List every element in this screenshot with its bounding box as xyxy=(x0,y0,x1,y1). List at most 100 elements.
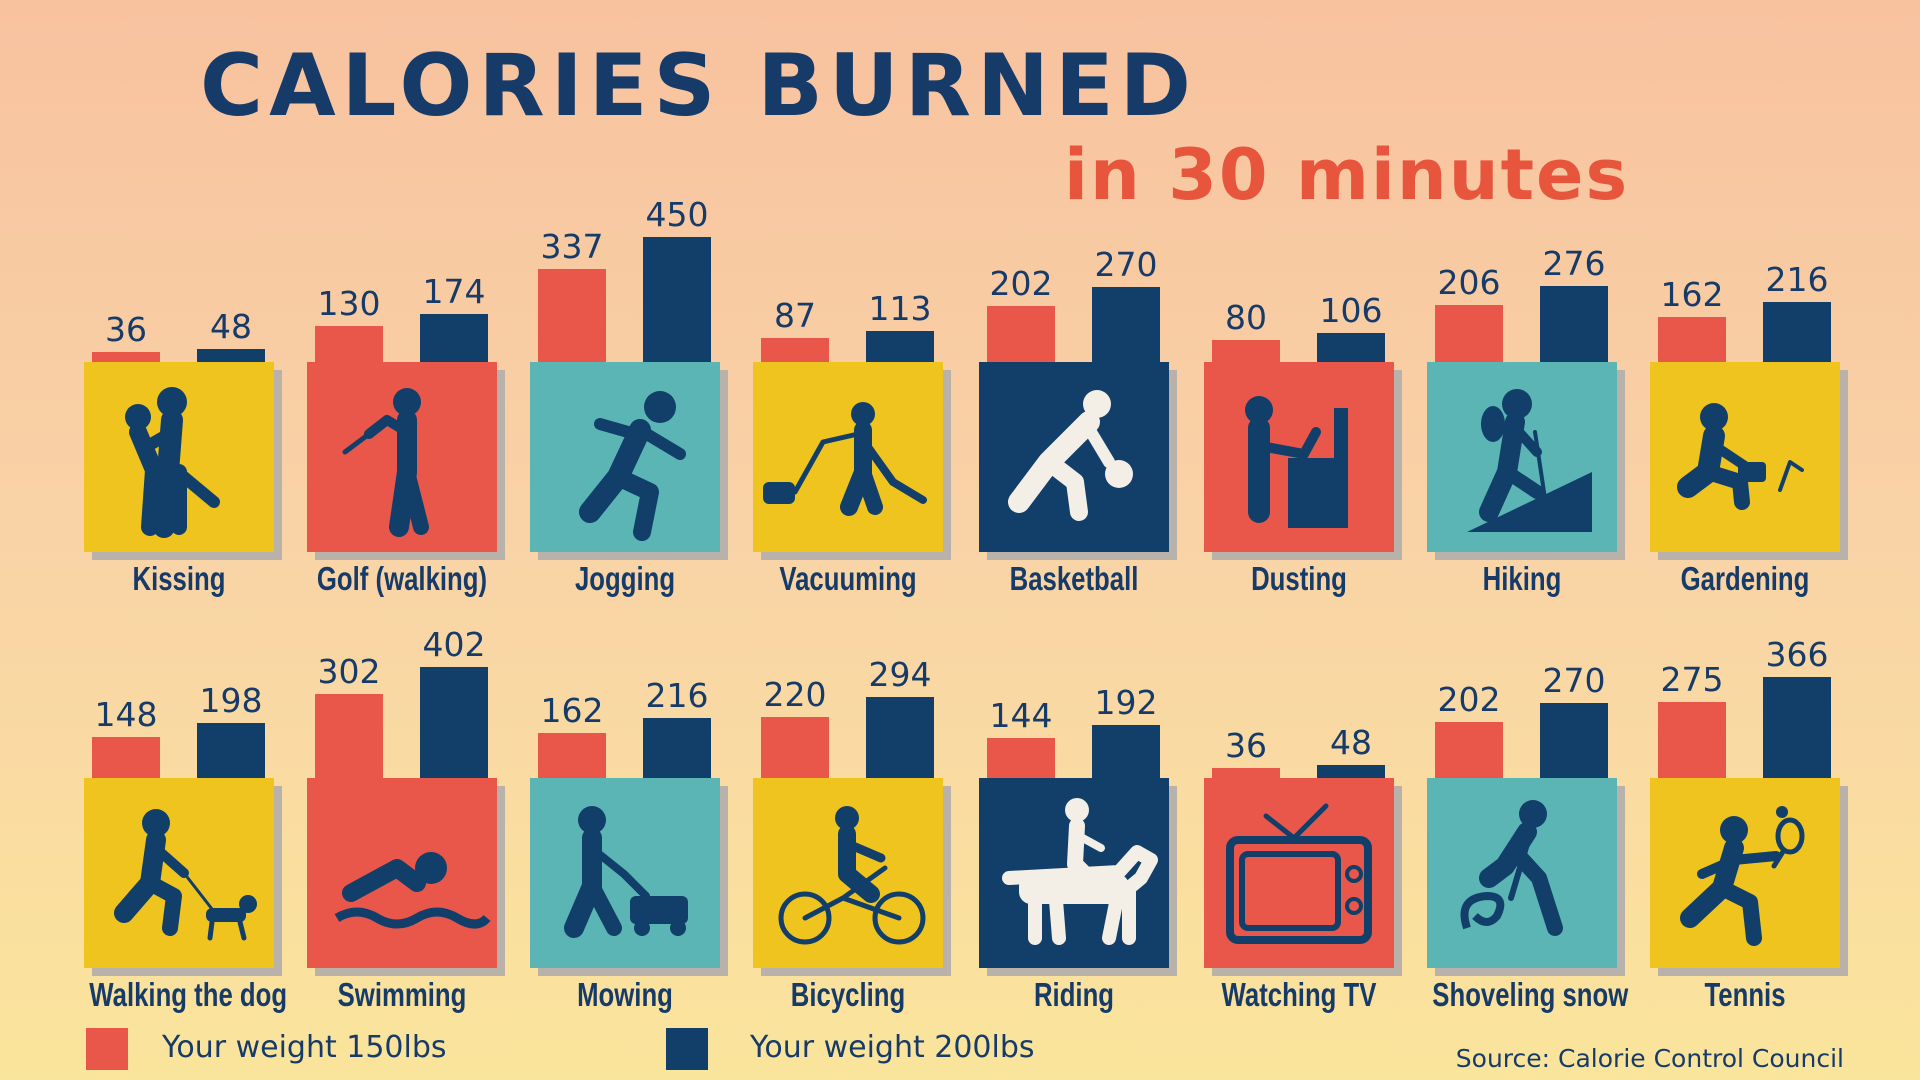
walking-dog-icon xyxy=(114,809,257,941)
basketball-icon xyxy=(1008,390,1133,521)
golf-icon xyxy=(342,388,429,537)
bar-200lbs xyxy=(1092,724,1160,778)
value-label-200lbs: 192 xyxy=(1094,682,1158,722)
activity-label: Watching TV xyxy=(1221,976,1377,1013)
activity-tile xyxy=(1650,778,1840,968)
value-label-150lbs: 162 xyxy=(540,691,604,731)
bar-150lbs xyxy=(315,325,383,362)
value-label-150lbs: 87 xyxy=(774,295,816,335)
activity-tile xyxy=(307,362,497,552)
bar-150lbs xyxy=(761,717,829,778)
bar-200lbs xyxy=(643,718,711,778)
value-label-150lbs: 220 xyxy=(763,675,827,715)
kissing-icon xyxy=(125,387,220,538)
bar-150lbs xyxy=(987,738,1055,778)
riding-icon xyxy=(1002,798,1158,945)
chart-title: CALORIES BURNED xyxy=(200,36,1198,136)
bar-200lbs xyxy=(1540,285,1608,362)
activity-tile xyxy=(979,778,1169,968)
value-label-150lbs: 206 xyxy=(1437,262,1501,302)
bar-150lbs xyxy=(1658,701,1726,778)
value-label-150lbs: 275 xyxy=(1660,659,1724,699)
value-label-200lbs: 174 xyxy=(422,271,486,311)
bar-150lbs xyxy=(987,306,1055,362)
bar-200lbs xyxy=(1317,764,1385,778)
activity-cell xyxy=(0,0,210,385)
activity-label: Dusting xyxy=(1251,560,1347,597)
chart-subtitle: in 30 minutes xyxy=(1064,134,1630,216)
bar-150lbs xyxy=(1212,339,1280,362)
bar-200lbs xyxy=(420,313,488,362)
value-label-200lbs: 216 xyxy=(1765,260,1829,300)
activity-label: Bicycling xyxy=(790,976,906,1013)
activity-tile xyxy=(1204,778,1394,968)
activity-tile xyxy=(753,778,943,968)
bar-150lbs xyxy=(538,268,606,362)
activity-label: Swimming xyxy=(337,976,467,1013)
value-label-200lbs: 198 xyxy=(199,681,263,721)
dusting-icon xyxy=(1245,396,1348,528)
bar-150lbs xyxy=(92,737,160,778)
activity-tile xyxy=(530,778,720,968)
activity-label: Tennis xyxy=(1704,976,1786,1013)
bar-150lbs xyxy=(315,694,383,778)
bar-200lbs xyxy=(420,666,488,778)
activity-tile xyxy=(753,362,943,552)
bar-150lbs xyxy=(1435,722,1503,778)
bar-150lbs xyxy=(1212,768,1280,778)
mowing-icon xyxy=(564,806,688,938)
value-label-200lbs: 270 xyxy=(1542,661,1606,701)
legend-150-swatch xyxy=(86,1028,128,1070)
activity-tile xyxy=(307,778,497,968)
legend-200-swatch xyxy=(666,1028,708,1070)
jogging-icon xyxy=(579,391,686,541)
activity-label: Kissing xyxy=(132,560,226,597)
activity-tile xyxy=(84,778,274,968)
source-note: Source: Calorie Control Council xyxy=(1455,1044,1844,1073)
bar-200lbs xyxy=(866,330,934,362)
value-label-200lbs: 276 xyxy=(1542,243,1606,283)
value-label-150lbs: 36 xyxy=(1225,726,1267,766)
value-label-150lbs: 202 xyxy=(1437,680,1501,720)
watching-tv-icon xyxy=(1226,803,1372,944)
activity-tile xyxy=(530,362,720,552)
bar-150lbs xyxy=(761,337,829,362)
bar-200lbs xyxy=(866,696,934,778)
shoveling-snow-icon xyxy=(1460,800,1563,936)
value-label-200lbs: 216 xyxy=(645,676,709,716)
activity-label: Hiking xyxy=(1482,560,1562,597)
bar-200lbs xyxy=(1763,676,1831,778)
activity-label: Golf (walking) xyxy=(316,560,488,597)
bar-150lbs xyxy=(1435,304,1503,362)
activity-tile xyxy=(1204,362,1394,552)
bar-150lbs xyxy=(92,352,160,362)
value-label-150lbs: 302 xyxy=(317,652,381,692)
value-label-200lbs: 113 xyxy=(868,288,932,328)
vacuuming-icon xyxy=(763,402,927,516)
activity-tile xyxy=(1427,362,1617,552)
value-label-150lbs: 202 xyxy=(989,264,1053,304)
value-label-150lbs: 337 xyxy=(540,226,604,266)
bar-200lbs xyxy=(1092,287,1160,362)
value-label-200lbs: 106 xyxy=(1319,290,1383,330)
tennis-icon xyxy=(1680,806,1805,946)
activity-label: Mowing xyxy=(577,976,673,1013)
value-label-150lbs: 162 xyxy=(1660,275,1724,315)
activity-tile xyxy=(979,362,1169,552)
bar-200lbs xyxy=(1317,332,1385,362)
gardening-icon xyxy=(1677,403,1804,510)
activity-label: Walking the dog xyxy=(89,976,288,1013)
bar-200lbs xyxy=(643,237,711,362)
value-label-200lbs: 402 xyxy=(422,624,486,664)
bar-200lbs xyxy=(197,348,265,362)
activity-label: Shoveling snow xyxy=(1432,976,1629,1013)
activity-label: Riding xyxy=(1033,976,1115,1013)
activity-label: Basketball xyxy=(1009,560,1139,597)
value-label-150lbs: 36 xyxy=(105,310,147,350)
bar-200lbs xyxy=(197,723,265,778)
value-label-200lbs: 270 xyxy=(1094,245,1158,285)
hiking-icon xyxy=(1467,389,1592,532)
value-label-150lbs: 80 xyxy=(1225,297,1267,337)
activity-label: Jogging xyxy=(574,560,676,597)
value-label-200lbs: 450 xyxy=(645,195,709,235)
